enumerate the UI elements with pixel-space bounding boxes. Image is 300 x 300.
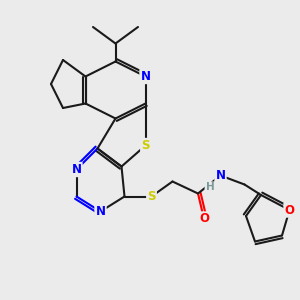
Text: S: S xyxy=(147,190,156,203)
Text: N: N xyxy=(95,205,106,218)
Text: O: O xyxy=(284,203,295,217)
Text: O: O xyxy=(199,212,209,226)
Text: N: N xyxy=(71,163,82,176)
Text: N: N xyxy=(140,70,151,83)
Text: H: H xyxy=(206,182,214,193)
Text: N: N xyxy=(215,169,226,182)
Text: S: S xyxy=(141,139,150,152)
